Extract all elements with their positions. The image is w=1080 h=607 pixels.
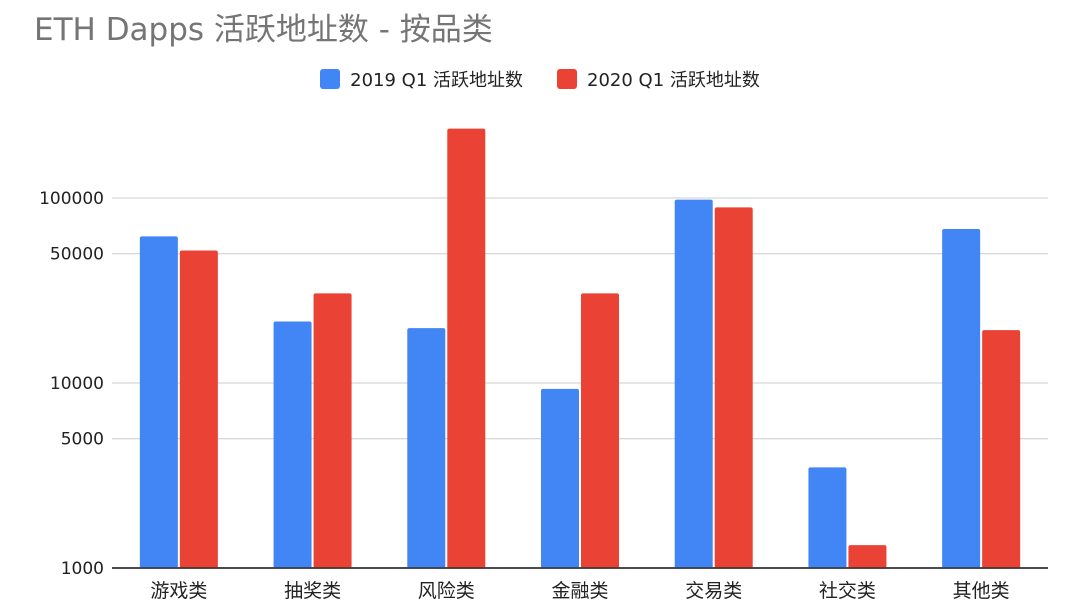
bar-3-series-1 [581, 293, 619, 568]
bar-4-series-0 [674, 199, 713, 568]
bar-2-series-0 [407, 328, 446, 568]
bar-6-series-0 [942, 228, 981, 569]
bar-5-series-0 [808, 467, 847, 568]
legend-label-2019: 2019 Q1 活跃地址数 [350, 70, 523, 91]
y-tick-label-1000: 1000 [61, 559, 104, 579]
legend-swatch-2020 [557, 69, 577, 89]
x-tick-label-6: 其他类 [953, 580, 1010, 602]
y-tick-label-10000: 10000 [50, 374, 104, 394]
legend-item-2019[interactable]: 2019 Q1 活跃地址数 [320, 66, 523, 92]
y-tick-label-100000: 100000 [39, 189, 104, 209]
bar-0-series-1 [179, 250, 218, 569]
bar-1-series-1 [313, 293, 352, 568]
legend-item-2020[interactable]: 2020 Q1 活跃地址数 [557, 66, 760, 92]
bar-3-series-0 [541, 388, 579, 568]
bar-2-series-1 [447, 128, 486, 568]
legend-label-2020: 2020 Q1 活跃地址数 [587, 70, 760, 91]
y-tick-label-5000: 5000 [61, 430, 104, 450]
bar-6-series-1 [982, 330, 1021, 568]
bar-5-series-1 [848, 545, 887, 568]
x-tick-label-3: 金融类 [551, 580, 608, 602]
x-tick-label-4: 交易类 [685, 580, 742, 602]
bar-4-series-1 [714, 207, 753, 568]
x-tick-label-5: 社交类 [819, 580, 876, 602]
bar-1-series-0 [273, 321, 312, 568]
chart-title: ETH Dapps 活跃地址数 - 按品类 [34, 12, 493, 48]
x-tick-label-0: 游戏类 [150, 580, 207, 602]
legend-swatch-2019 [320, 69, 341, 89]
x-tick-label-1: 抽奖类 [284, 580, 341, 602]
legend: 2019 Q1 活跃地址数 2020 Q1 活跃地址数 [0, 66, 1080, 92]
x-tick-label-2: 风险类 [418, 580, 475, 602]
bar-0-series-0 [139, 236, 178, 568]
y-tick-label-50000: 50000 [50, 245, 104, 265]
